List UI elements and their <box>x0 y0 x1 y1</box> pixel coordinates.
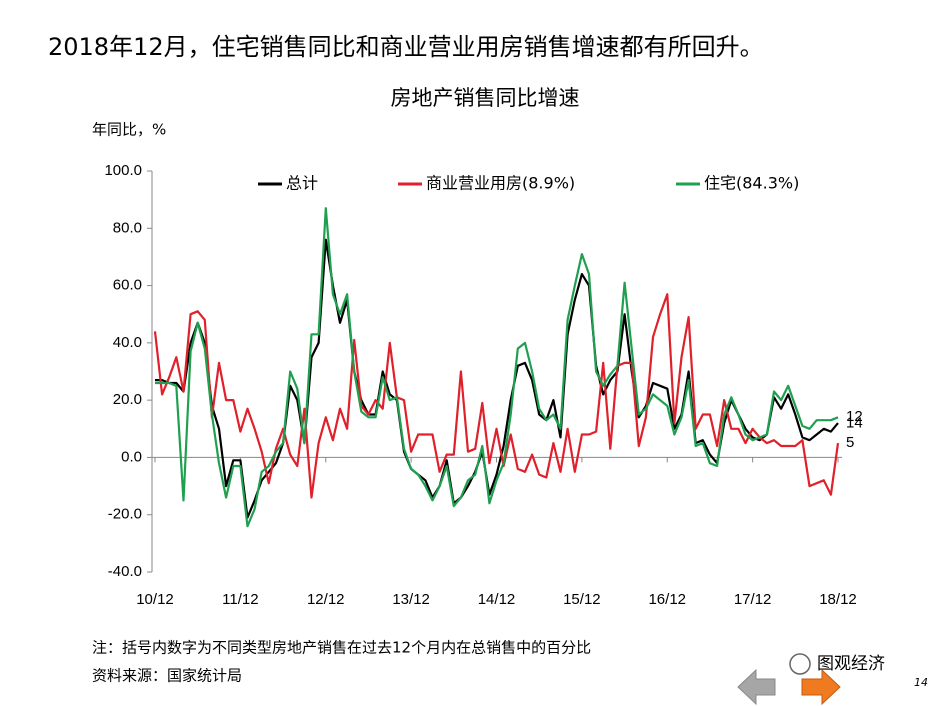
end-label: 14 <box>846 414 863 431</box>
series-line <box>155 238 839 519</box>
x-tick-label: 17/12 <box>734 591 772 608</box>
watermark-icon <box>789 653 811 675</box>
y-tick-label: 20.0 <box>113 391 142 408</box>
y-tick-label: 0.0 <box>121 448 142 465</box>
legend-label: 住宅(84.3%) <box>704 174 799 193</box>
x-tick-label: 15/12 <box>563 591 601 608</box>
y-axis-label: 年同比，% <box>92 121 166 139</box>
y-tick-label: 80.0 <box>113 219 142 236</box>
legend-label: 商业营业用房(8.9%) <box>426 174 575 193</box>
legend-label: 总计 <box>286 174 318 193</box>
end-label: 12 <box>846 408 863 425</box>
y-tick-label: -40.0 <box>108 563 142 580</box>
watermark-text: 图观经济 <box>817 654 885 674</box>
y-tick-label: -20.0 <box>108 506 142 523</box>
next-button[interactable] <box>801 668 841 706</box>
y-tick-label: 40.0 <box>113 334 142 351</box>
plot: -40.0 -20.0 0.0 20.0 40.0 60.0 80.0 100.0 10/12 1… <box>104 162 862 608</box>
x-tick-label: 18/12 <box>819 591 857 608</box>
watermark: 图观经济 <box>789 653 885 675</box>
x-tick-label: 13/12 <box>392 591 430 608</box>
end-label: 5 <box>846 434 854 451</box>
chart-title: 房地产销售同比增速 <box>391 86 580 110</box>
slide-title: 2018年12月，住宅销售同比和商业营业用房销售增速都有所回升。 <box>48 33 764 61</box>
y-tick-label: 100.0 <box>104 162 142 179</box>
page-number: 14 <box>914 676 928 689</box>
x-tick-label: 16/12 <box>648 591 686 608</box>
y-tick-label: 60.0 <box>113 277 142 294</box>
prev-button[interactable] <box>737 668 776 706</box>
x-tick-label: 12/12 <box>307 591 345 608</box>
x-tick-label: 10/12 <box>136 591 174 608</box>
series-line <box>153 293 840 499</box>
x-tick-label: 14/12 <box>478 591 516 608</box>
x-tick-label: 11/12 <box>222 591 258 608</box>
series-line <box>155 207 839 528</box>
note: 注：括号内数字为不同类型房地产销售在过去12个月内在总销售中的百分比 <box>92 639 591 657</box>
source: 资料来源：国家统计局 <box>92 667 242 685</box>
